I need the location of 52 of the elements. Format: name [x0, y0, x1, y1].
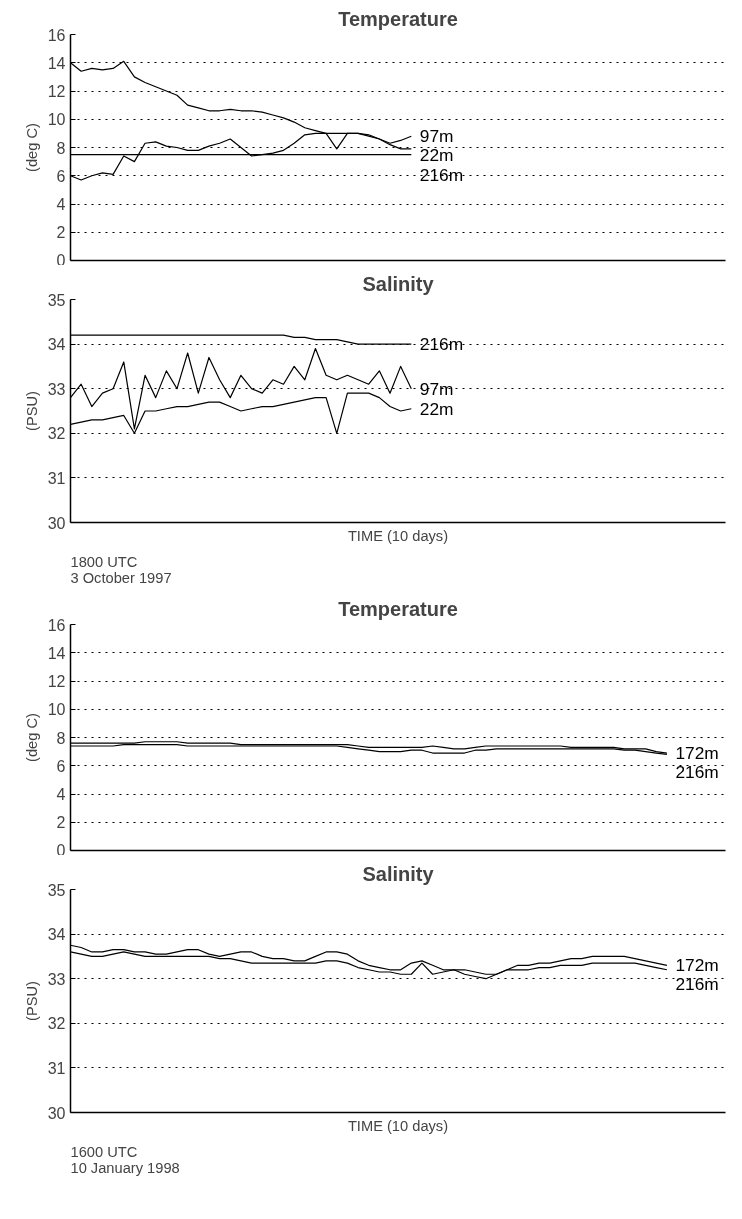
y-tick-label: 35 [47, 881, 66, 899]
chart-title: Temperature [338, 7, 458, 30]
series-label: 22m [419, 398, 454, 419]
y-tick-label: 12 [47, 83, 66, 100]
text: 1800 UTC 3 October 1997 [70, 553, 172, 586]
series-label: 22m [419, 145, 454, 166]
y-tick-label: 12 [47, 673, 66, 690]
series-label: 97m [419, 378, 454, 399]
series-label: 97m [419, 126, 454, 147]
y-tick-label: 8 [56, 139, 66, 157]
series-label: 216m [419, 334, 464, 355]
y-tick-label: 31 [47, 1059, 66, 1077]
y-tick-label: 14 [47, 644, 66, 662]
y-tick-label: 4 [56, 196, 66, 213]
y-tick-label: 6 [56, 757, 66, 775]
y-tick-label: 16 [47, 616, 66, 634]
y-tick-label: 16 [47, 26, 66, 44]
y-axis-title: (PSU) [23, 981, 40, 1021]
y-axis-title: (deg C) [23, 123, 40, 172]
y-tick-label: 0 [56, 251, 66, 269]
y-axis-title: (deg C) [23, 713, 40, 762]
chart-title: Temperature [338, 597, 458, 620]
y-tick-label: 30 [47, 514, 66, 532]
y-tick-label: 2 [56, 814, 66, 832]
y-tick-label: 14 [47, 54, 66, 72]
x-axis-title: TIME (10 days) [347, 527, 449, 544]
y-tick-label: 2 [56, 224, 66, 242]
y-tick-label: 34 [47, 926, 66, 944]
y-tick-label: 33 [47, 380, 66, 398]
y-tick-label: 33 [47, 970, 66, 988]
y-tick-label: 8 [56, 729, 66, 747]
y-tick-label: 34 [47, 336, 66, 354]
x-axis-title: TIME (10 days) [347, 1117, 449, 1134]
y-tick-label: 10 [47, 701, 66, 719]
series-label: 216m [675, 762, 719, 783]
y-axis-title: (PSU) [23, 391, 40, 431]
y-tick-label: 10 [47, 111, 66, 129]
y-tick-label: 32 [47, 425, 66, 443]
chart-title: Salinity [362, 862, 435, 885]
y-tick-label: 35 [47, 291, 66, 309]
y-tick-label: 4 [56, 786, 66, 803]
y-tick-label: 32 [47, 1015, 66, 1033]
series-label: 172m [675, 743, 719, 764]
y-tick-label: 30 [47, 1104, 66, 1122]
text: 1600 UTC 10 January 1998 [70, 1143, 180, 1176]
series-label: 216m [675, 974, 719, 995]
y-tick-label: 0 [56, 841, 66, 859]
y-tick-label: 31 [47, 469, 66, 487]
series-label: 172m [675, 955, 719, 976]
series-label: 216m [419, 164, 464, 185]
chart-title: Salinity [362, 272, 435, 295]
y-tick-label: 6 [56, 167, 66, 185]
